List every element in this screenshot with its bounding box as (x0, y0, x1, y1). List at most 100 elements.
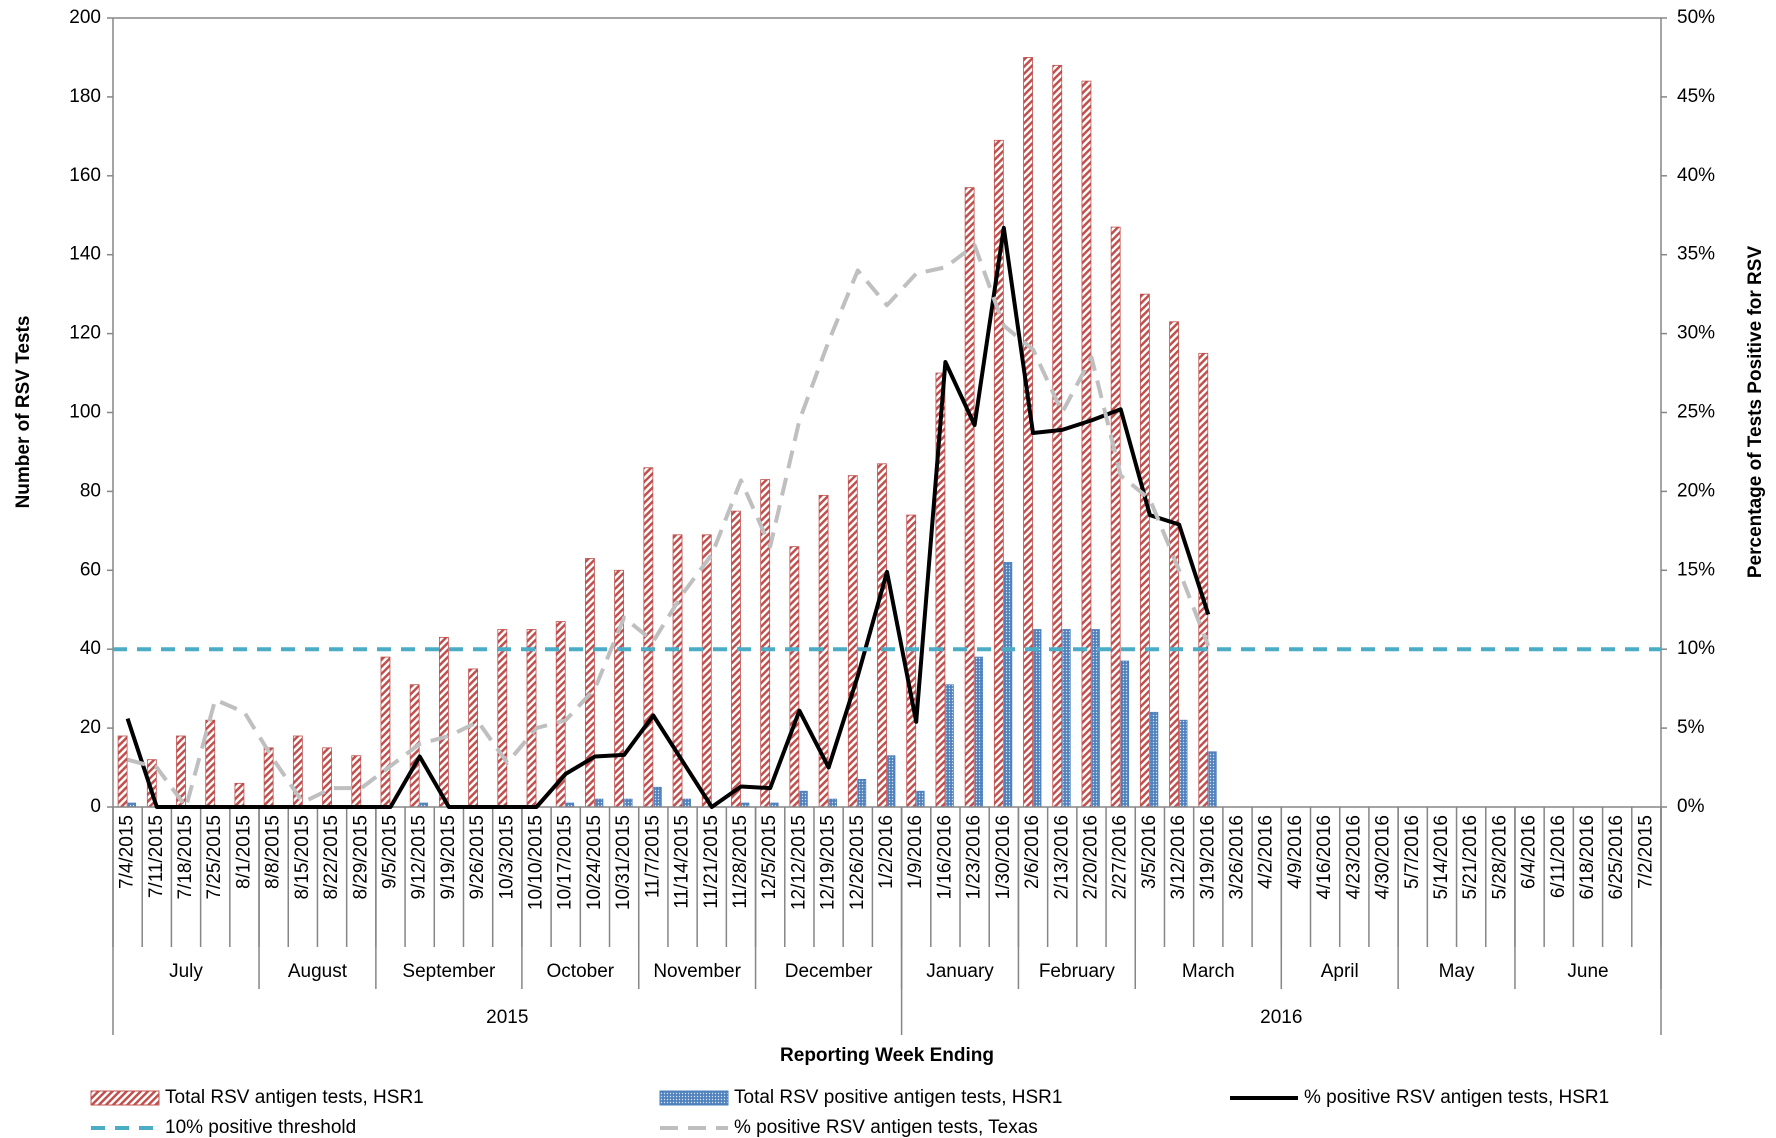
bar (1198, 352, 1209, 808)
bar (585, 558, 595, 808)
y2-tick-label: 35% (1677, 244, 1715, 265)
year-label: 2016 (1260, 1007, 1302, 1028)
month-label: February (1039, 961, 1116, 982)
y2-tick-label: 15% (1677, 559, 1715, 580)
bar (595, 798, 604, 808)
bar (1062, 629, 1071, 808)
x-tick-label: 7/25/2015 (204, 815, 225, 900)
x-tick-label: 9/5/2015 (379, 815, 400, 889)
legend-label: Total RSV antigen tests, HSR1 (165, 1087, 424, 1108)
y-tick-label: 160 (69, 165, 101, 186)
bar (877, 463, 887, 808)
y2-tick-label: 10% (1677, 638, 1715, 659)
x-tick-label: 12/5/2015 (759, 815, 780, 900)
bar (916, 790, 925, 808)
month-label: September (402, 961, 496, 982)
x-tick-label: 3/26/2016 (1227, 815, 1248, 900)
bar (526, 629, 537, 808)
x-tick-label: 4/23/2016 (1343, 815, 1364, 900)
y-tick-label: 140 (69, 244, 101, 265)
x-tick-label: 9/19/2015 (438, 815, 459, 900)
bar (828, 798, 837, 808)
bar (847, 475, 858, 808)
x-tick-label: 10/17/2015 (555, 815, 576, 910)
legend-label: 10% positive threshold (165, 1117, 356, 1138)
bar (701, 534, 712, 808)
month-label: August (288, 961, 348, 982)
x-tick-label: 3/5/2016 (1139, 815, 1160, 889)
x-tick-label: 6/18/2016 (1577, 815, 1598, 900)
month-label: April (1321, 961, 1359, 982)
year-label: 2015 (486, 1007, 528, 1028)
x-tick-label: 11/28/2015 (730, 815, 751, 909)
y2-tick-label: 30% (1677, 323, 1715, 344)
x-tick-label: 7/11/2015 (146, 815, 167, 898)
x-axis-title: Reporting Week Ending (780, 1045, 994, 1066)
x-tick-label: 7/2/2015 (1635, 815, 1656, 889)
x-tick-label: 5/14/2016 (1431, 815, 1452, 900)
month-label: November (653, 961, 741, 982)
y-tick-label: 180 (69, 86, 101, 107)
bar (1003, 562, 1013, 808)
y2-tick-label: 20% (1677, 480, 1715, 501)
y2-tick-label: 40% (1677, 165, 1715, 186)
x-tick-label: 10/31/2015 (613, 815, 634, 910)
bar (945, 684, 954, 808)
bar (351, 755, 362, 808)
bar (1179, 719, 1188, 808)
month-label: June (1567, 961, 1608, 982)
legend-label: % positive RSV antigen tests, Texas (734, 1117, 1038, 1138)
bar (263, 747, 274, 808)
x-tick-label: 10/24/2015 (584, 815, 605, 910)
y2-axis-title: Percentage of Tests Positive for RSV (1745, 246, 1766, 579)
x-tick-label: 6/25/2016 (1606, 815, 1627, 900)
bar (117, 735, 128, 808)
x-tick-label: 1/16/2016 (934, 815, 955, 900)
bar (1091, 629, 1100, 808)
legend-label: Total RSV positive antigen tests, HSR1 (734, 1087, 1062, 1108)
x-tick-label: 6/4/2016 (1519, 815, 1540, 889)
bar (614, 569, 625, 808)
y-tick-label: 100 (69, 402, 101, 423)
y2-tick-label: 45% (1677, 86, 1715, 107)
bar (1139, 293, 1150, 808)
bar (731, 510, 741, 808)
y2-tick-label: 0% (1677, 796, 1705, 817)
x-tick-label: 3/19/2016 (1197, 815, 1218, 900)
x-tick-label: 10/3/2015 (496, 815, 517, 900)
legend-swatch (90, 1090, 160, 1106)
x-tick-label: 1/9/2016 (905, 815, 926, 889)
x-tick-label: 8/8/2015 (263, 815, 284, 889)
x-tick-label: 8/22/2015 (321, 815, 342, 900)
x-tick-label: 12/19/2015 (818, 815, 839, 910)
line (127, 243, 1211, 809)
bar (322, 747, 332, 808)
bar (857, 778, 867, 808)
x-tick-label: 2/6/2016 (1022, 815, 1043, 889)
bar (1208, 751, 1217, 808)
x-tick-label: 11/14/2015 (672, 815, 693, 909)
bar (1110, 226, 1121, 808)
x-tick-label: 6/11/2016 (1548, 815, 1569, 898)
bar (964, 187, 975, 808)
bar (1149, 711, 1159, 808)
x-tick-label: 8/29/2015 (350, 815, 371, 900)
x-tick-label: 1/2/2016 (876, 815, 897, 889)
bar (887, 755, 896, 808)
x-tick-label: 7/4/2015 (117, 815, 138, 889)
x-tick-label: 2/20/2016 (1080, 815, 1101, 900)
x-tick-label: 9/26/2015 (467, 815, 488, 900)
x-tick-label: 12/12/2015 (788, 815, 809, 910)
x-tick-label: 4/16/2016 (1314, 815, 1335, 900)
bar (653, 786, 662, 808)
x-tick-label: 11/21/2015 (701, 815, 722, 909)
y-tick-label: 0 (90, 796, 101, 817)
bar (624, 798, 633, 808)
x-tick-label: 2/27/2016 (1110, 815, 1131, 900)
month-label: July (169, 961, 203, 982)
bar (906, 514, 917, 808)
x-tick-label: 4/30/2016 (1373, 815, 1394, 900)
x-tick-label: 4/9/2016 (1285, 815, 1306, 889)
y-tick-label: 200 (69, 7, 101, 28)
